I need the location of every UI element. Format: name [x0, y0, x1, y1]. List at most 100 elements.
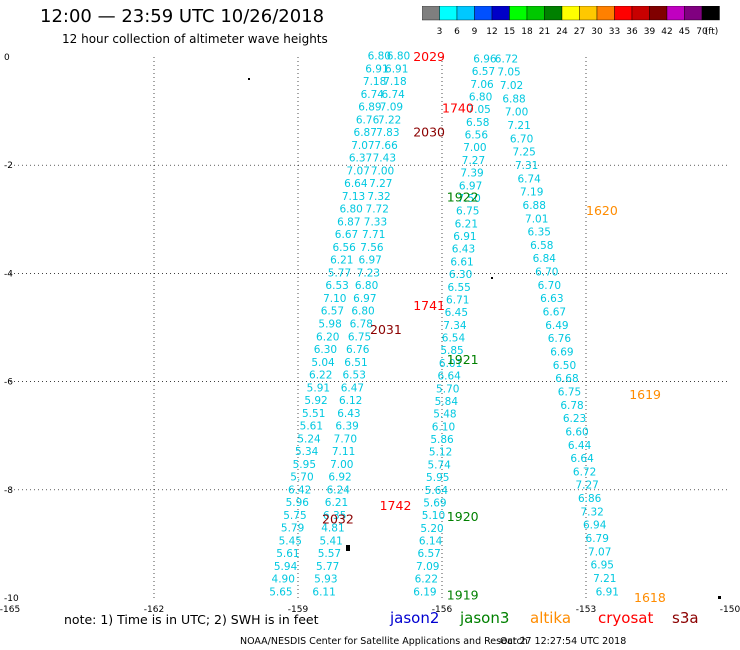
swh-value-track-b-left: 5.84 [435, 396, 459, 408]
swh-value-track-a-left: 5.24 [297, 433, 321, 445]
scale-tick-label: 39 [644, 27, 656, 37]
swh-value-track-a-left: 5.45 [279, 535, 302, 547]
swh-value-track-b-right: 7.19 [520, 187, 543, 199]
swh-value-track-b-left: 6.01 [439, 358, 462, 370]
swh-value-track-b-left: 6.14 [419, 536, 443, 548]
swh-value-track-a-right: 4.81 [321, 523, 344, 535]
swh-value-track-b-left: 6.45 [445, 307, 468, 319]
scale-tick-label: 18 [521, 27, 533, 37]
swh-value-track-b-right: 6.75 [558, 386, 581, 398]
swh-value-track-b-left: 6.58 [466, 117, 489, 129]
legend-cryosat: cryosat [598, 609, 654, 627]
swh-value-track-a-left: 6.56 [332, 242, 356, 254]
swh-value-track-b-right: 6.58 [530, 240, 553, 252]
swh-value-track-a-right: 6.97 [353, 293, 376, 305]
track-time-label: 1919 [447, 587, 479, 602]
swh-value-track-a-left: 6.57 [321, 306, 344, 318]
swh-value-track-a-left: 5.98 [318, 319, 341, 331]
swh-value-track-b-left: 6.30 [449, 269, 472, 281]
scale-tick-label: 15 [504, 27, 515, 37]
swh-value-track-a-left: 5.51 [302, 408, 325, 420]
swh-value-track-a-left: 5.96 [286, 497, 310, 509]
swh-value-track-b-right: 6.95 [591, 560, 614, 572]
legend-s3a: s3a [672, 609, 699, 627]
swh-value-track-a-left: 6.64 [344, 178, 368, 190]
swh-value-track-b-left: 6.21 [455, 218, 478, 230]
color-scale-legend: 3 6 9 12 15 18 21 24 27 30 33 36 39 42 45 70(ft) [422, 6, 720, 37]
swh-value-track-a-left: 6.37 [349, 153, 372, 165]
scale-swatch [701, 6, 720, 21]
x-tick-label: -153 [576, 605, 596, 615]
swh-value-track-b-right: 6.88 [502, 93, 525, 105]
swh-value-track-a-right: 6.92 [328, 472, 351, 484]
island-marker [491, 277, 493, 279]
swh-value-track-b-right: 6.64 [570, 453, 594, 465]
swh-value-track-b-right: 6.70 [538, 280, 561, 292]
swh-value-track-a-left: 7.18 [363, 76, 386, 88]
swh-value-track-a-right: 7.71 [362, 229, 385, 241]
swh-value-track-a-left: 5.65 [269, 586, 292, 598]
swh-value-track-a-left: 6.20 [316, 331, 339, 343]
swh-value-track-b-right: 7.21 [593, 573, 616, 585]
x-tick-label: -159 [288, 605, 309, 615]
x-tick-label: -150 [720, 605, 740, 615]
swh-value-track-b-left: 6.96 [473, 53, 497, 65]
swh-value-track-b-right: 6.50 [553, 360, 576, 372]
scale-tick-label: 3 [437, 27, 443, 37]
x-tick-label: -162 [144, 605, 164, 615]
legend-jason3: jason3 [460, 609, 510, 627]
track-time-label: 2031 [370, 322, 402, 337]
swh-value-track-b-left: 5.86 [430, 434, 454, 446]
swh-value-track-b-left: 6.61 [450, 256, 473, 268]
swh-value-track-b-left: 6.43 [452, 244, 475, 256]
legend-altika: altika [530, 609, 572, 627]
swh-value-track-b-right: 6.72 [495, 53, 518, 65]
swh-value-track-a-right: 6.97 [358, 255, 381, 267]
swh-value-track-a-left: 6.89 [358, 102, 381, 114]
track-time-label: 2030 [413, 125, 445, 140]
swh-value-track-b-right: 6.76 [548, 333, 572, 345]
swh-value-track-b-right: 7.25 [512, 147, 535, 159]
swh-value-track-a-right: 5.93 [314, 574, 337, 586]
swh-value-track-a-left: 7.07 [347, 165, 370, 177]
swh-value-track-a-left: 6.74 [361, 89, 385, 101]
swh-value-track-b-left: 5.95 [426, 472, 449, 484]
swh-value-track-a-right: 6.91 [385, 63, 408, 75]
track-time-label: 1741 [413, 298, 445, 313]
swh-value-track-a-right: 5.57 [318, 548, 341, 560]
swh-value-track-a-left: 6.30 [314, 344, 337, 356]
scale-tick-label: 30 [591, 27, 603, 37]
scale-tick-label: 6 [454, 27, 460, 37]
swh-value-track-a-left: 6.67 [335, 229, 358, 241]
track-time-label: 1618 [634, 590, 666, 605]
swh-value-track-b-right: 6.60 [565, 426, 588, 438]
swh-value-track-a-right: 6.80 [387, 51, 410, 63]
swh-value-track-a-left: 6.22 [309, 370, 332, 382]
swh-value-track-a-right: 5.77 [316, 561, 339, 573]
swh-value-track-b-left: 5.74 [427, 459, 451, 471]
swh-value-track-a-right: 6.76 [346, 344, 370, 356]
swh-value-track-b-right: 6.79 [586, 533, 609, 545]
swh-value-track-b-left: 6.54 [442, 333, 466, 345]
swh-value-track-a-left: 6.91 [365, 63, 388, 75]
swh-value-track-b-right: 6.23 [563, 413, 586, 425]
swh-value-track-b-right: 6.86 [578, 493, 602, 505]
swh-value-track-a-right: 6.78 [350, 319, 373, 331]
swh-value-track-b-right: 6.78 [560, 400, 583, 412]
swh-value-track-a-left: 6.76 [356, 114, 380, 126]
swh-value-track-a-left: 6.80 [368, 51, 391, 63]
swh-value-track-b-left: 6.91 [453, 231, 476, 243]
swh-value-track-a-left: 5.70 [290, 472, 313, 484]
swh-value-track-b-left: 6.19 [413, 586, 436, 598]
scale-tick-label: 33 [609, 27, 620, 37]
swh-value-track-a-left: 5.75 [283, 510, 306, 522]
swh-value-track-b-right: 7.00 [505, 107, 528, 119]
swh-value-track-b-left: 6.75 [456, 206, 479, 218]
swh-value-track-b-right: 6.69 [550, 346, 573, 358]
swh-value-track-b-right: 6.35 [528, 227, 551, 239]
swh-value-track-b-left: 6.64 [437, 371, 461, 383]
swh-value-track-b-right: 7.02 [500, 80, 523, 92]
x-tick-label: -156 [432, 605, 453, 615]
swh-value-track-b-left: 7.50 [457, 193, 480, 205]
